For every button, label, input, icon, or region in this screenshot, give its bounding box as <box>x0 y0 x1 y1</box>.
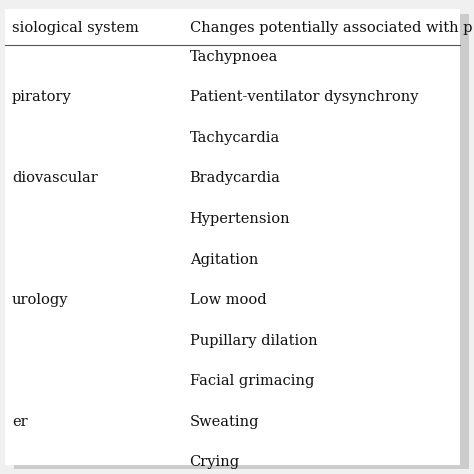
FancyBboxPatch shape <box>5 9 460 465</box>
Text: Pupillary dilation: Pupillary dilation <box>190 334 317 347</box>
Text: Facial grimacing: Facial grimacing <box>190 374 314 388</box>
Text: er: er <box>12 415 27 428</box>
Text: urology: urology <box>12 293 68 307</box>
Text: Patient-ventilator dysynchrony: Patient-ventilator dysynchrony <box>190 91 418 104</box>
Text: Tachypnoea: Tachypnoea <box>190 50 278 64</box>
Text: Tachycardia: Tachycardia <box>190 131 280 145</box>
Text: Changes potentially associated with p: Changes potentially associated with p <box>190 21 472 36</box>
Text: siological system: siological system <box>12 21 139 36</box>
FancyBboxPatch shape <box>14 14 469 469</box>
Text: piratory: piratory <box>12 91 72 104</box>
Text: Hypertension: Hypertension <box>190 212 290 226</box>
Text: Low mood: Low mood <box>190 293 266 307</box>
Text: Agitation: Agitation <box>190 253 258 266</box>
Text: Sweating: Sweating <box>190 415 259 428</box>
Text: diovascular: diovascular <box>12 172 98 185</box>
Text: Bradycardia: Bradycardia <box>190 172 281 185</box>
Text: Crying: Crying <box>190 455 240 469</box>
